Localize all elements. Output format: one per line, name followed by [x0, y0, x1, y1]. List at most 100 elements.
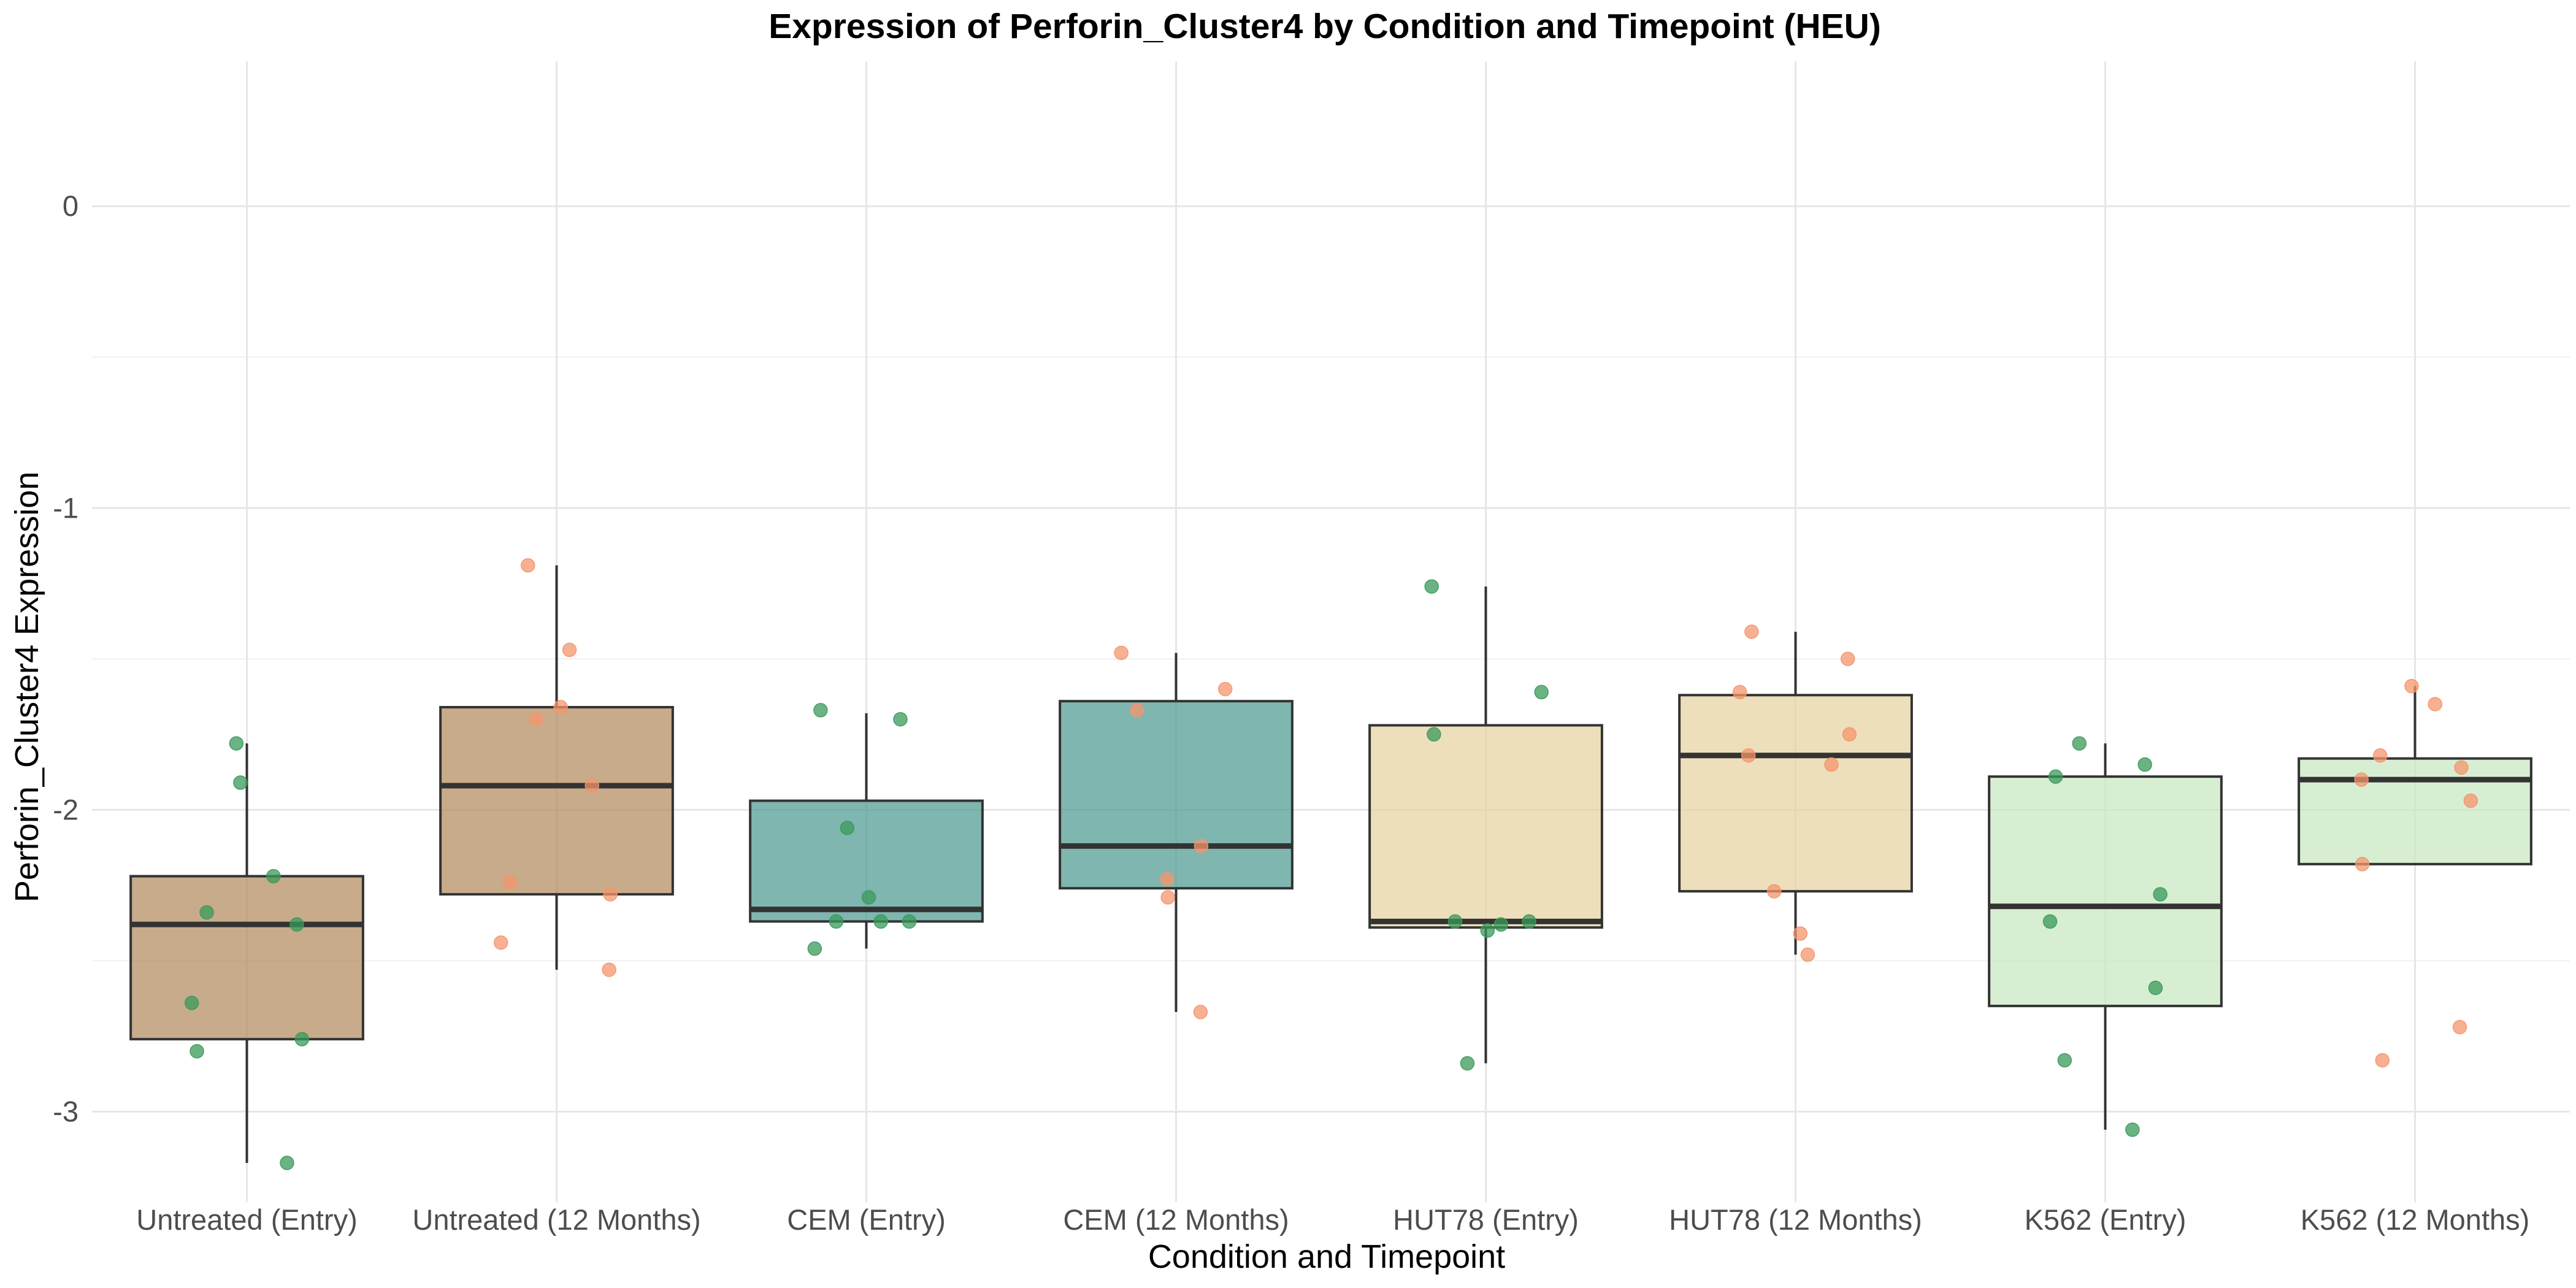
data-point: [502, 875, 518, 890]
x-tick-label: K562 (12 Months): [2301, 1203, 2530, 1236]
data-point: [190, 1044, 204, 1059]
box-group: [129, 743, 364, 1163]
y-axis-title: Perforin_Cluster4 Expression: [9, 472, 45, 902]
data-point: [602, 962, 616, 977]
data-point: [2452, 1019, 2467, 1035]
data-point: [2355, 857, 2370, 872]
data-point: [1741, 748, 1756, 763]
data-point: [528, 711, 543, 727]
data-point: [1800, 947, 1815, 962]
y-tick-label: -3: [53, 1095, 79, 1127]
data-point: [294, 1032, 310, 1047]
data-point: [1480, 923, 1495, 938]
box-iqr: [1988, 775, 2223, 1008]
data-point: [2354, 772, 2369, 787]
box-group: [1988, 743, 2223, 1130]
data-point: [813, 703, 828, 718]
box-group: [1678, 632, 1913, 955]
box-iqr: [1059, 700, 1294, 890]
y-tick-label: -1: [53, 491, 79, 524]
data-point: [1793, 926, 1808, 941]
data-point: [902, 914, 917, 929]
x-axis-title: Condition and Timepoint: [1148, 1238, 1505, 1275]
data-point: [1160, 890, 1175, 905]
data-point: [1424, 579, 1439, 594]
data-point: [1427, 727, 1441, 742]
data-point: [1744, 624, 1759, 639]
x-tick-label: Untreated (Entry): [136, 1203, 357, 1236]
data-point: [2048, 769, 2063, 784]
data-point: [861, 890, 876, 905]
x-axis-ticks: Untreated (Entry) Untreated (12 Months) CE…: [136, 1203, 2529, 1236]
jitter-points: [184, 558, 2478, 1170]
x-tick-label: Untreated (12 Months): [412, 1203, 700, 1236]
data-point: [2375, 1052, 2390, 1068]
y-tick-label: 0: [63, 190, 79, 222]
data-point: [233, 775, 248, 790]
data-point: [2072, 736, 2087, 751]
data-point: [829, 914, 844, 929]
data-point: [184, 995, 199, 1010]
data-point: [585, 778, 599, 793]
data-point: [2372, 748, 2388, 763]
data-point: [893, 711, 908, 727]
chart-title: Expression of Perforin_Cluster4 by Condi…: [769, 7, 1881, 46]
data-point: [2148, 980, 2163, 995]
data-point: [1766, 884, 1782, 899]
data-point: [2153, 887, 2168, 902]
data-point: [553, 700, 568, 715]
data-point: [1130, 703, 1144, 718]
data-point: [1460, 1056, 1475, 1071]
data-point: [2042, 914, 2058, 929]
data-point: [1217, 681, 1233, 697]
box-iqr: [1678, 694, 1913, 893]
data-point: [1534, 684, 1549, 700]
y-axis-ticks: 0 -1 -2 -3: [53, 190, 79, 1127]
box-iqr: [2298, 757, 2532, 865]
data-point: [1842, 727, 1857, 742]
box-iqr: [439, 706, 674, 896]
data-point: [229, 736, 244, 751]
data-point: [1114, 645, 1129, 661]
data-point: [280, 1156, 294, 1170]
data-point: [493, 935, 508, 950]
data-point: [289, 917, 304, 932]
x-tick-label: CEM (Entry): [787, 1203, 946, 1236]
x-tick-label: K562 (Entry): [2025, 1203, 2187, 1236]
box-group: [2298, 686, 2532, 865]
data-point: [807, 941, 822, 956]
data-point: [266, 868, 281, 884]
data-point: [2125, 1122, 2140, 1137]
box-iqr: [1368, 724, 1603, 929]
data-point: [1840, 651, 1855, 667]
data-point: [1522, 914, 1536, 929]
data-point: [1824, 757, 1839, 772]
data-point: [199, 905, 214, 920]
data-point: [2137, 757, 2152, 772]
data-point: [1160, 872, 1175, 887]
data-point: [873, 914, 888, 929]
data-point: [521, 558, 535, 573]
box-group: [1059, 653, 1294, 1012]
box-group: [439, 565, 674, 970]
data-point: [1193, 1005, 1208, 1019]
data-point: [2454, 760, 2469, 775]
x-tick-label: CEM (12 Months): [1063, 1203, 1289, 1236]
y-tick-label: -2: [53, 793, 79, 826]
data-point: [562, 642, 577, 657]
data-point: [1493, 917, 1509, 932]
data-point: [2463, 793, 2478, 808]
data-point: [2404, 678, 2419, 694]
data-point: [840, 821, 855, 835]
data-point: [2057, 1052, 2072, 1068]
box-iqr: [129, 875, 364, 1041]
data-point: [1447, 914, 1463, 929]
data-point: [1732, 684, 1747, 700]
data-point: [2428, 697, 2442, 711]
x-tick-label: HUT78 (12 Months): [1669, 1203, 1922, 1236]
x-tick-label: HUT78 (Entry): [1393, 1203, 1579, 1236]
box-layer: [129, 565, 2532, 1163]
data-point: [1194, 838, 1209, 854]
